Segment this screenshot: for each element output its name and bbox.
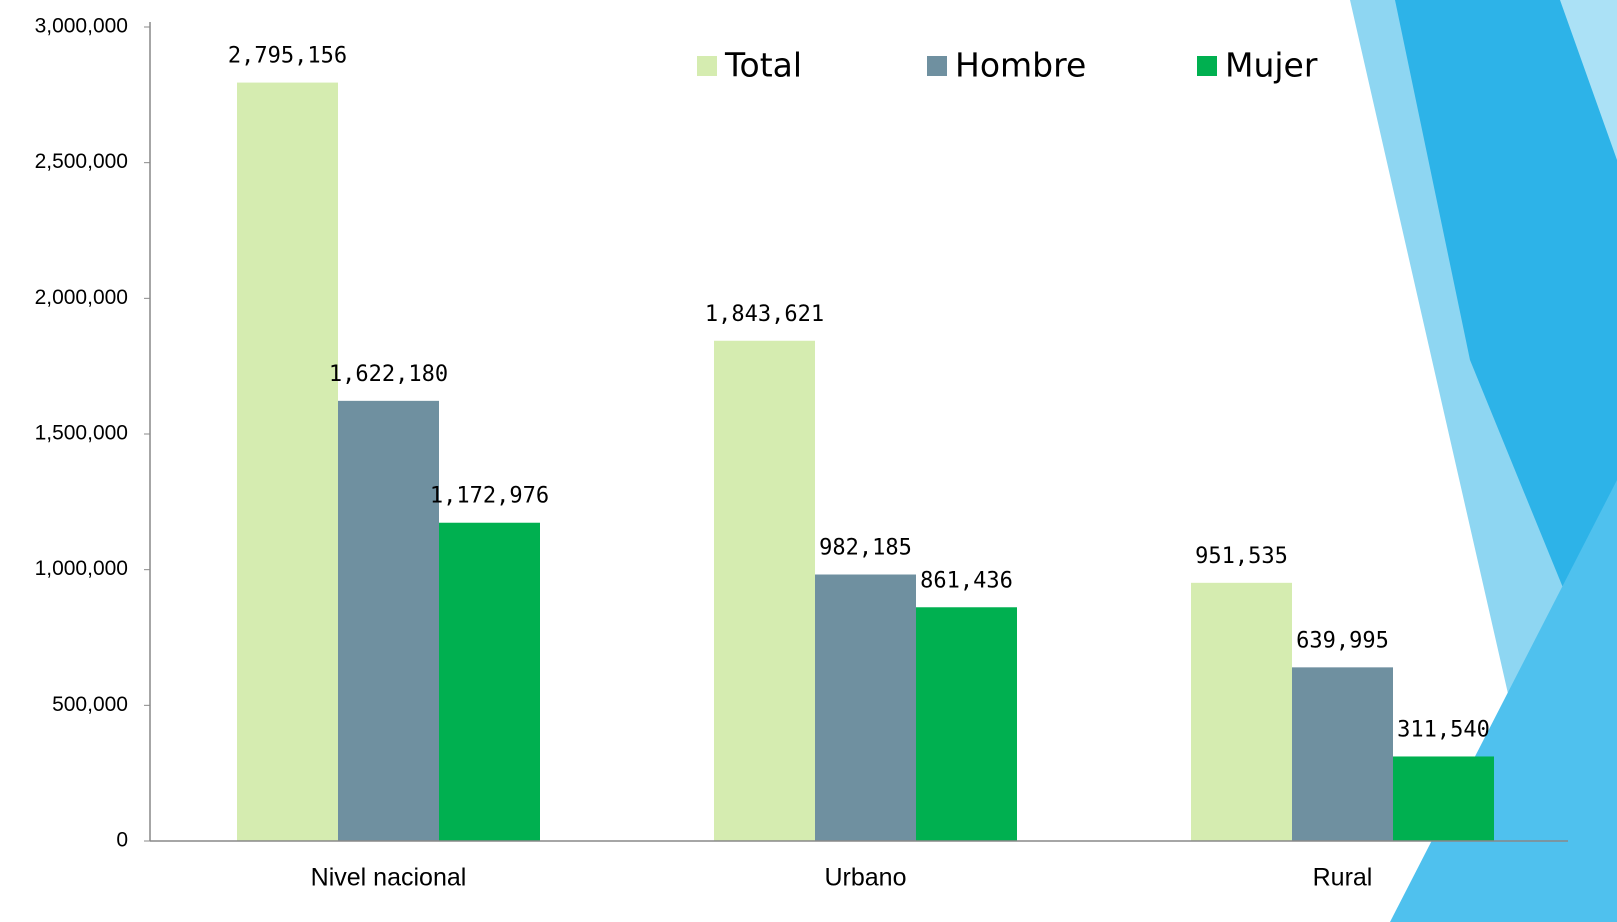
bar	[1292, 667, 1393, 841]
value-label: 861,436	[920, 568, 1013, 593]
bar	[815, 574, 916, 841]
bar	[439, 522, 540, 841]
bar	[1393, 756, 1494, 841]
value-label: 1,843,621	[705, 302, 824, 327]
bar	[338, 400, 439, 841]
decor-shape	[1395, 0, 1617, 720]
y-tick-label: 2,500,000	[35, 150, 128, 173]
bar	[714, 340, 815, 841]
x-tick-label: Rural	[1313, 864, 1373, 892]
bar	[237, 82, 338, 842]
legend-label: Hombre	[955, 46, 1086, 85]
x-tick-label: Nivel nacional	[311, 864, 467, 892]
y-tick-label: 1,500,000	[35, 422, 128, 445]
value-label: 982,185	[819, 536, 912, 561]
value-label: 2,795,156	[228, 44, 347, 69]
bar	[916, 607, 1017, 841]
legend-swatch	[1197, 56, 1217, 76]
decoration	[1350, 0, 1617, 922]
y-tick-label: 2,000,000	[35, 286, 128, 309]
value-label: 1,622,180	[329, 362, 448, 387]
legend-swatch	[927, 56, 947, 76]
legend-label: Total	[724, 46, 802, 85]
legend-label: Mujer	[1225, 46, 1318, 85]
value-label: 1,172,976	[430, 484, 549, 509]
legend-swatch	[697, 56, 717, 76]
value-label: 951,535	[1195, 544, 1288, 569]
y-tick-label: 500,000	[52, 693, 128, 716]
y-tick-label: 1,000,000	[35, 557, 128, 580]
value-label: 639,995	[1296, 628, 1389, 653]
decor-shape	[1560, 0, 1617, 160]
x-tick-label: Urbano	[825, 864, 907, 892]
y-tick-label: 3,000,000	[35, 15, 128, 38]
bar	[1191, 582, 1292, 841]
value-label: 311,540	[1397, 717, 1490, 742]
y-tick-label: 0	[116, 829, 128, 852]
